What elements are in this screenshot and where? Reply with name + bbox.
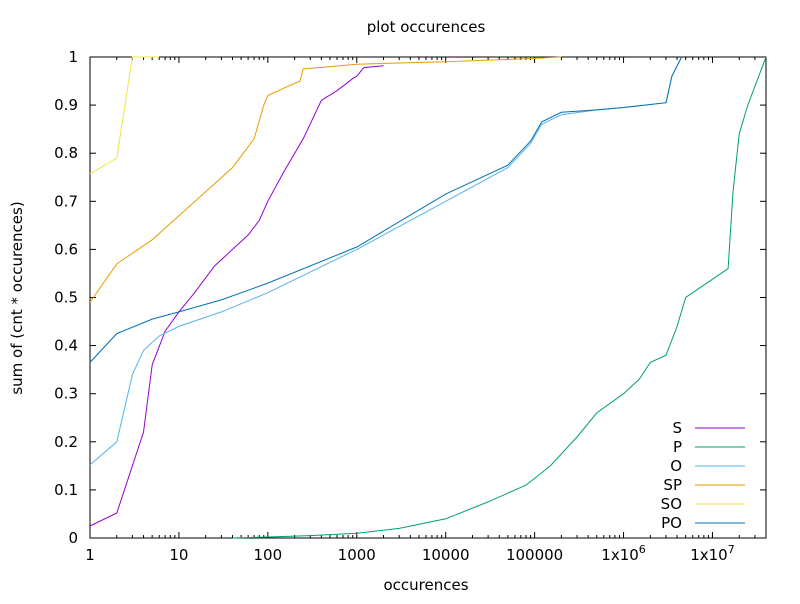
legend-label-s: S <box>672 419 682 437</box>
x-tick-label: 100000 <box>506 546 563 564</box>
legend-label-p: P <box>673 438 682 456</box>
series-line-so <box>89 56 160 175</box>
series-line-p <box>232 56 767 539</box>
y-tick-label: 0.6 <box>54 240 78 258</box>
series-line-sp <box>89 56 562 303</box>
y-tick-label: 0.9 <box>54 96 78 114</box>
x-tick-label: 1x106 <box>601 543 646 564</box>
y-tick-label: 1 <box>68 48 78 66</box>
x-tick-label: 10000 <box>422 546 470 564</box>
legend-label-sp: SP <box>663 476 682 494</box>
series-line-s <box>89 65 384 527</box>
plot-frame <box>89 56 767 539</box>
x-tick-label-exponent: 6 <box>639 543 646 556</box>
chart-title: plot occurences <box>367 18 486 36</box>
series-line-o <box>89 56 683 466</box>
legend-label-po: PO <box>661 514 682 532</box>
x-tick-label-base: 1x10 <box>601 546 639 564</box>
legend-label-o: O <box>670 457 682 475</box>
x-tick-label: 1x107 <box>690 543 735 564</box>
ticks-layer: 0 0.1 0.2 0.3 0.4 0.5 0.6 0.7 0.8 0.9 1 1 10 100 1000 1… <box>54 48 767 564</box>
x-tick-label: 10 <box>169 546 188 564</box>
x-tick-label: 1 <box>85 546 95 564</box>
x-tick-label-base: 1x10 <box>690 546 728 564</box>
x-axis-label: occurences <box>383 576 468 594</box>
series-line-po <box>89 56 683 363</box>
x-tick-label: 100 <box>254 546 283 564</box>
y-tick-label: 0.2 <box>54 433 78 451</box>
y-axis-label: sum of (cnt * occurences) <box>8 201 26 394</box>
x-tick-label: 1000 <box>338 546 376 564</box>
y-tick-label: 0.7 <box>54 192 78 210</box>
y-tick-label: 0 <box>68 529 78 547</box>
y-tick-label: 0.3 <box>54 385 78 403</box>
legend-label-so: SO <box>661 495 682 513</box>
x-tick-label-exponent: 7 <box>728 543 735 556</box>
y-tick-label: 0.5 <box>54 289 78 307</box>
series-layer <box>89 56 767 539</box>
y-tick-label: 0.1 <box>54 481 78 499</box>
y-tick-label: 0.8 <box>54 144 78 162</box>
y-tick-label: 0.4 <box>54 337 78 355</box>
